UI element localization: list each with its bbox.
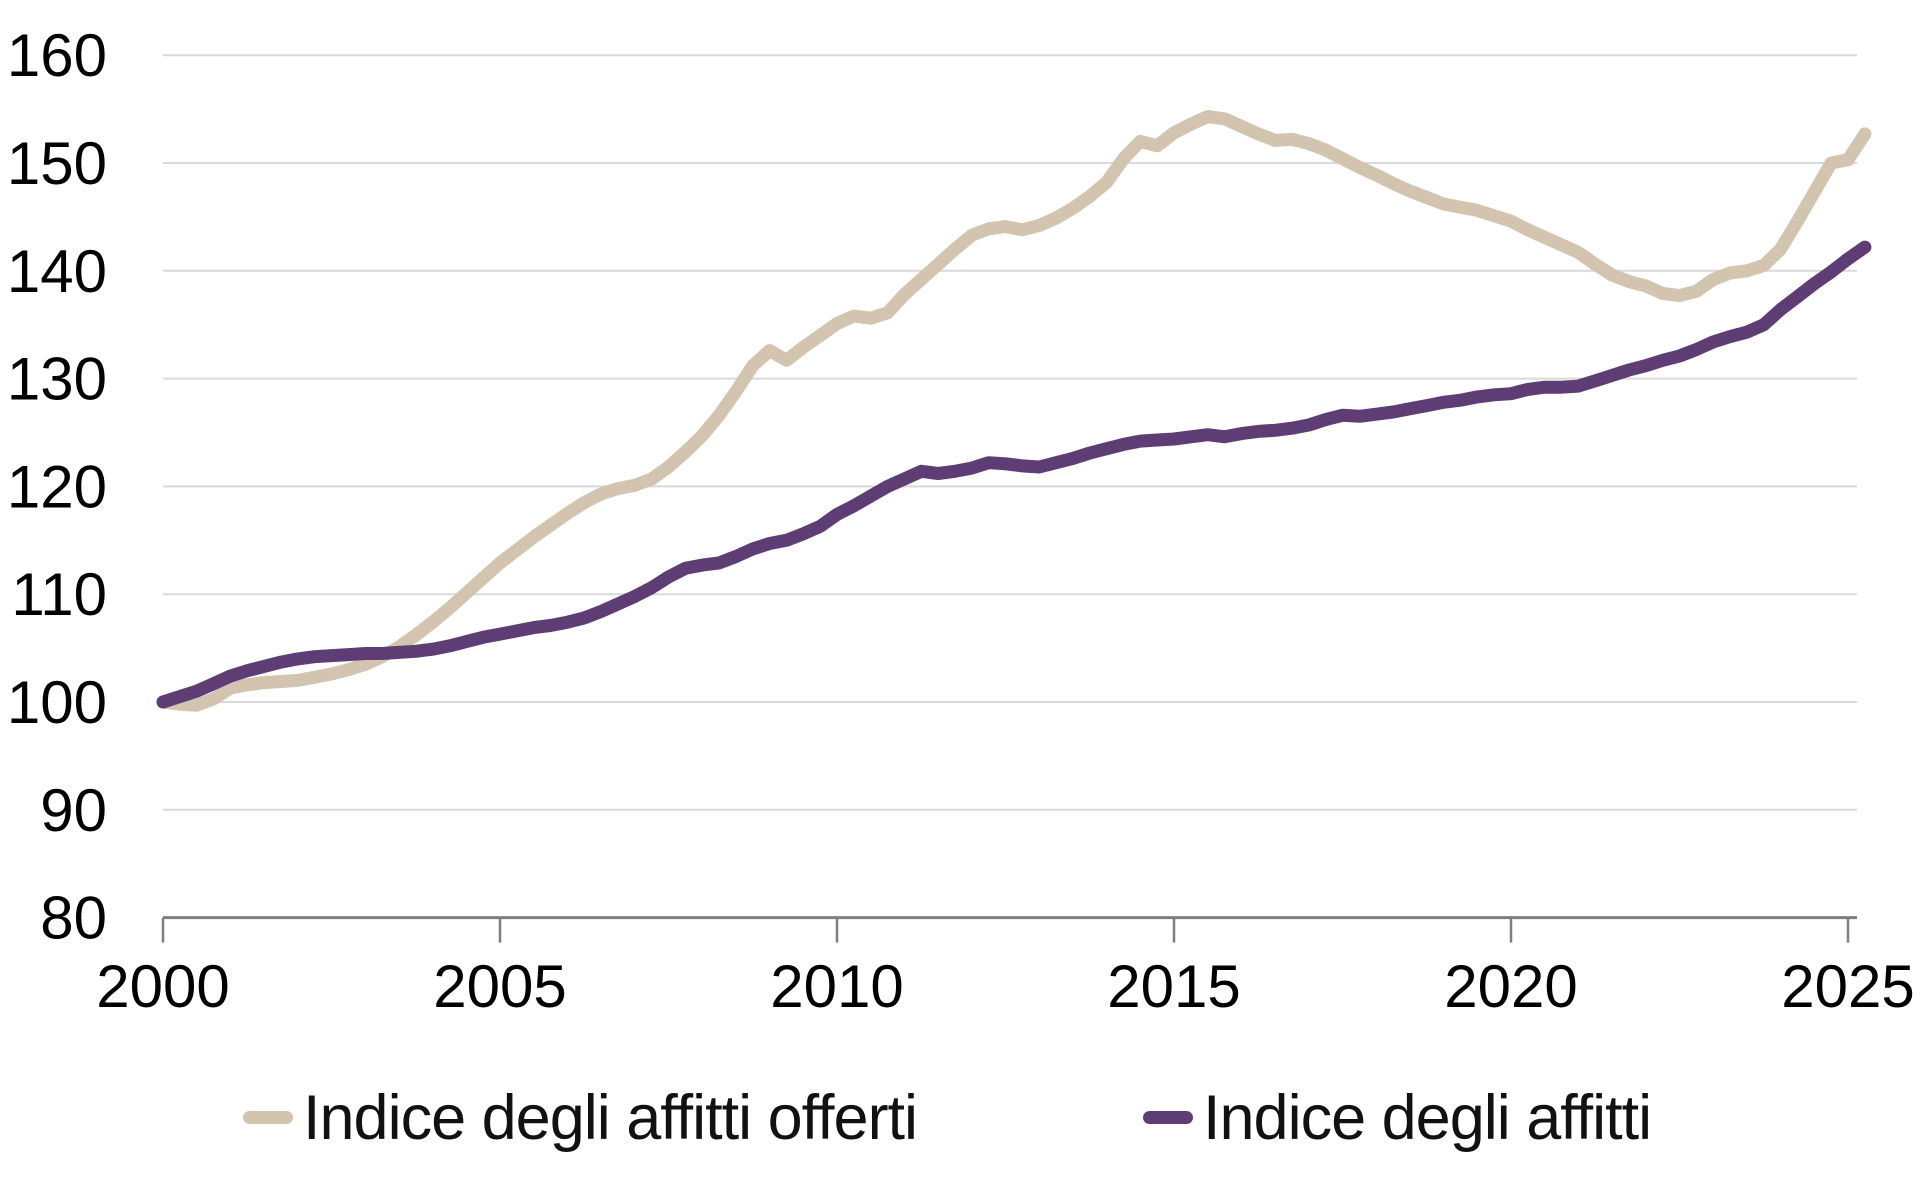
y-tick-label-140: 140 xyxy=(7,238,107,305)
series-line-offered-rents xyxy=(156,110,1872,712)
x-tick-label-2005: 2005 xyxy=(433,953,566,1020)
x-tick-label-2010: 2010 xyxy=(770,953,903,1020)
legend-item-offered-rents: Indice degli affitti offerti xyxy=(243,1080,918,1155)
series-line-rents xyxy=(156,240,1872,709)
rents-line-swatch xyxy=(1143,1111,1193,1124)
chart-legend: Indice degli affitti offerti Indice degl… xyxy=(0,1080,1920,1155)
y-tick-label-130: 130 xyxy=(7,346,107,413)
legend-label-rents: Indice degli affitti xyxy=(1203,1082,1652,1153)
y-tick-label-100: 100 xyxy=(7,669,107,736)
legend-item-rents: Indice degli affitti xyxy=(1143,1080,1652,1155)
y-tick-label-80: 80 xyxy=(40,885,107,952)
y-tick-label-90: 90 xyxy=(40,777,107,844)
x-tick-label-2000: 2000 xyxy=(96,953,229,1020)
x-tick-label-2020: 2020 xyxy=(1444,953,1577,1020)
legend-label-offered-rents: Indice degli affitti offerti xyxy=(303,1082,918,1153)
offered-rents-line-swatch xyxy=(243,1111,293,1124)
x-tick-label-2015: 2015 xyxy=(1107,953,1240,1020)
y-tick-label-160: 160 xyxy=(7,22,107,89)
y-tick-label-150: 150 xyxy=(7,130,107,197)
y-tick-label-120: 120 xyxy=(7,453,107,520)
x-tick-label-2025: 2025 xyxy=(1781,953,1914,1020)
y-tick-label-110: 110 xyxy=(11,561,107,628)
